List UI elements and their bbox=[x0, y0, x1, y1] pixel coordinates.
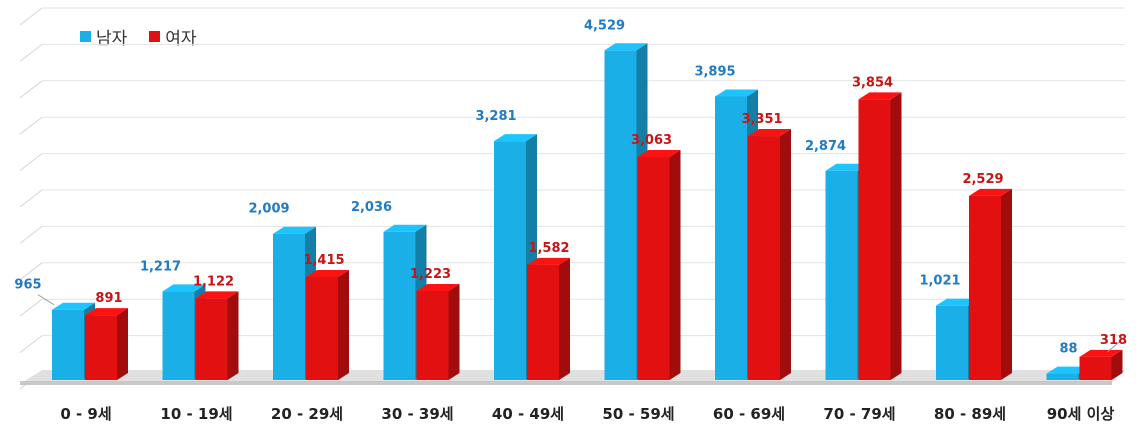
label-leader bbox=[37, 294, 55, 306]
bar-male bbox=[52, 309, 84, 380]
data-label-female: 318 bbox=[1100, 333, 1127, 348]
label-leader bbox=[1107, 341, 1120, 353]
bar-top-female bbox=[527, 257, 570, 265]
bar-top-female bbox=[858, 92, 902, 100]
x-tick-label: 40 - 49세 bbox=[492, 405, 564, 423]
bar-female bbox=[858, 99, 891, 380]
bar-top-male bbox=[715, 89, 758, 97]
grid-slant bbox=[19, 189, 43, 208]
bar-top-male bbox=[383, 224, 427, 232]
x-tick-label: 10 - 19세 bbox=[160, 405, 232, 423]
data-label-male: 4,529 bbox=[584, 18, 625, 33]
grid-slant bbox=[19, 298, 43, 317]
data-label-male: 965 bbox=[14, 278, 41, 293]
bar-male bbox=[383, 231, 416, 380]
bar-top-female bbox=[85, 308, 128, 316]
bar-side-female bbox=[117, 308, 128, 380]
data-label-male: 3,281 bbox=[475, 109, 516, 124]
data-label-male: 88 bbox=[1059, 342, 1077, 357]
bar-top-female bbox=[969, 188, 1012, 196]
data-label-male: 3,895 bbox=[694, 64, 735, 79]
bar-top-male bbox=[52, 302, 95, 310]
bar-side-female bbox=[227, 291, 239, 380]
bar-side-female bbox=[559, 257, 570, 380]
bar-top-female bbox=[306, 269, 349, 277]
bar-top-male bbox=[604, 43, 648, 51]
grid-slant bbox=[19, 80, 43, 99]
grid-slant bbox=[19, 262, 43, 281]
bar-top-male bbox=[825, 163, 869, 171]
x-tick-label: 50 - 59세 bbox=[602, 405, 674, 423]
x-tick-label: 90세 이상 bbox=[1047, 405, 1115, 423]
bar-male bbox=[494, 141, 526, 380]
bar-top-male bbox=[273, 226, 316, 234]
bar-top-female bbox=[637, 150, 681, 158]
bar-female bbox=[527, 264, 559, 380]
bar-female bbox=[748, 136, 780, 380]
bar-top-male bbox=[494, 134, 537, 142]
bar-side-female bbox=[669, 150, 681, 380]
data-label-male: 1,021 bbox=[919, 274, 960, 289]
bar-side-female bbox=[448, 283, 460, 380]
data-label-female: 1,223 bbox=[410, 267, 451, 282]
grid-slant bbox=[19, 116, 43, 135]
bar-male bbox=[825, 170, 858, 380]
bar-side-female bbox=[1001, 188, 1012, 380]
bar-female bbox=[1079, 356, 1112, 380]
bar-top-female bbox=[1079, 349, 1123, 357]
grid-slant bbox=[19, 153, 43, 171]
bar-top-male bbox=[162, 284, 206, 292]
data-label-female: 3,351 bbox=[741, 112, 782, 127]
bar-side-female bbox=[780, 129, 791, 380]
bar-side-female bbox=[338, 269, 349, 380]
x-tick-label: 70 - 79세 bbox=[823, 405, 895, 423]
x-tick-label: 60 - 69세 bbox=[713, 405, 785, 423]
bar-side-female bbox=[1111, 349, 1123, 380]
bar-male bbox=[604, 50, 637, 381]
x-tick-label: 0 - 9세 bbox=[60, 405, 111, 423]
data-label-female: 891 bbox=[95, 291, 122, 306]
x-tick-label: 30 - 39세 bbox=[381, 405, 453, 423]
data-label-female: 2,529 bbox=[962, 172, 1003, 187]
floor-edge bbox=[20, 381, 1112, 385]
bar-male bbox=[1046, 373, 1079, 380]
bar-male bbox=[715, 96, 747, 380]
data-label-female: 1,582 bbox=[528, 241, 569, 256]
data-label-female: 1,122 bbox=[193, 274, 234, 289]
bar-top-female bbox=[416, 283, 460, 291]
bar-male bbox=[936, 305, 968, 380]
grid-slant bbox=[19, 335, 43, 353]
data-label-male: 2,009 bbox=[248, 202, 289, 217]
x-tick-label: 80 - 89세 bbox=[934, 405, 1006, 423]
data-label-male: 1,217 bbox=[140, 259, 181, 274]
legend-swatch-male bbox=[80, 31, 91, 42]
grid-slant bbox=[19, 44, 43, 62]
data-label-female: 1,415 bbox=[303, 253, 344, 268]
bar-top-male bbox=[1046, 366, 1090, 374]
bar-top-female bbox=[748, 129, 791, 137]
bar-male bbox=[273, 233, 305, 380]
bar-female bbox=[969, 195, 1001, 380]
data-label-female: 3,854 bbox=[852, 75, 893, 90]
grid-slant bbox=[19, 226, 43, 244]
grid-slant bbox=[19, 7, 43, 26]
x-tick-label: 20 - 29세 bbox=[271, 405, 343, 423]
data-label-male: 2,036 bbox=[351, 200, 392, 215]
bar-top-male bbox=[936, 298, 979, 306]
data-label-female: 3,063 bbox=[631, 133, 672, 148]
bar-male bbox=[162, 291, 195, 380]
bar-female bbox=[195, 298, 228, 380]
bar-female bbox=[416, 290, 449, 380]
bar-top-female bbox=[195, 291, 239, 299]
legend-swatch-female bbox=[149, 31, 161, 42]
bar-female bbox=[306, 276, 338, 380]
bar-female bbox=[85, 315, 117, 380]
bar-side-female bbox=[890, 92, 902, 380]
data-label-male: 2,874 bbox=[805, 139, 846, 154]
bar-female bbox=[637, 157, 670, 380]
